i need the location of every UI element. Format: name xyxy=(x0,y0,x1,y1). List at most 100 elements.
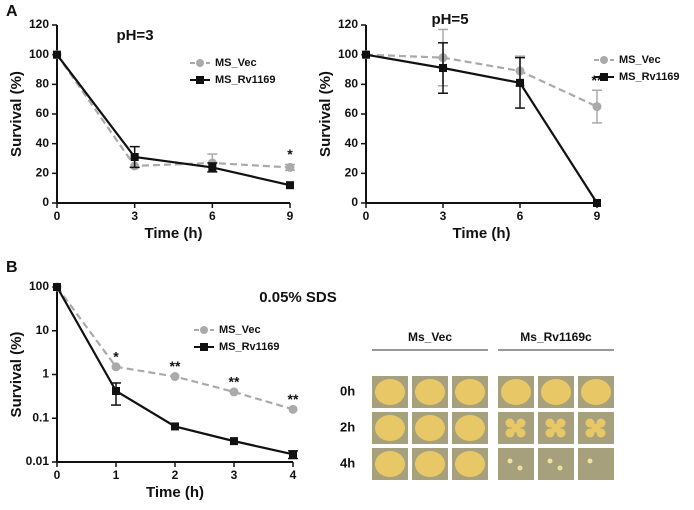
y-tick-label: 100 xyxy=(338,47,358,61)
colony xyxy=(455,379,485,405)
y-tick-label: 80 xyxy=(345,77,359,91)
colony xyxy=(545,428,555,438)
colony xyxy=(415,451,445,477)
legend-label: MS_Rv1169 xyxy=(215,74,276,86)
x-tick-label: 0 xyxy=(54,209,61,223)
colony xyxy=(507,458,513,464)
y-tick-label: 60 xyxy=(345,106,359,120)
colony xyxy=(501,379,531,405)
colony xyxy=(455,451,485,477)
marker xyxy=(53,50,61,59)
y-tick-label: 10 xyxy=(36,323,50,337)
marker xyxy=(362,50,370,59)
x-axis-label: Time (h) xyxy=(144,225,202,242)
marker xyxy=(229,387,239,397)
y-tick-label: 100 xyxy=(29,279,49,293)
y-tick-label: 60 xyxy=(36,106,50,120)
colony xyxy=(415,379,445,405)
y-axis-label: Survival (%) xyxy=(8,332,25,418)
marker xyxy=(170,372,180,382)
colony xyxy=(581,379,611,405)
series-line xyxy=(365,53,598,204)
y-axis-label: Survival (%) xyxy=(317,71,334,157)
legend-marker xyxy=(200,326,208,334)
row-label: 4h xyxy=(340,455,355,470)
colony xyxy=(505,418,515,428)
marker xyxy=(288,404,298,414)
marker xyxy=(286,181,294,190)
y-tick-label: 80 xyxy=(36,77,50,91)
annotation: ** xyxy=(229,374,240,390)
colony xyxy=(415,415,445,441)
x-tick-label: 4 xyxy=(290,468,297,482)
x-tick-label: 0 xyxy=(363,209,370,223)
row-label: 0h xyxy=(340,383,355,398)
row-label: 2h xyxy=(340,419,355,434)
colony xyxy=(375,379,405,405)
x-tick-label: 2 xyxy=(172,468,179,482)
marker xyxy=(130,153,139,162)
annotation: ** xyxy=(592,72,603,88)
legend-marker xyxy=(600,56,608,64)
plate-cell xyxy=(538,448,574,480)
colony xyxy=(375,451,405,477)
x-tick-label: 9 xyxy=(287,209,294,223)
marker xyxy=(439,64,447,73)
chart-title: pH=5 xyxy=(431,11,468,28)
y-tick-label: 0 xyxy=(351,195,358,209)
colony xyxy=(505,428,515,438)
legend-label: MS_Vec xyxy=(215,57,257,69)
colony xyxy=(517,465,523,471)
x-axis-label: Time (h) xyxy=(452,225,510,242)
x-tick-label: 9 xyxy=(594,209,601,223)
colony xyxy=(585,428,595,438)
colony xyxy=(511,423,521,433)
marker xyxy=(171,422,179,431)
x-tick-label: 6 xyxy=(517,209,524,223)
marker xyxy=(516,78,524,87)
colony xyxy=(455,415,485,441)
panel-label: B xyxy=(6,259,18,276)
y-tick-label: 0.01 xyxy=(26,454,50,468)
marker xyxy=(112,386,120,395)
colony xyxy=(591,423,601,433)
x-tick-label: 3 xyxy=(231,468,238,482)
x-tick-label: 6 xyxy=(209,209,216,223)
x-tick-label: 1 xyxy=(113,468,120,482)
y-tick-label: 0.1 xyxy=(32,410,49,424)
annotation: * xyxy=(113,348,119,364)
colony xyxy=(545,418,555,428)
colony xyxy=(547,458,553,464)
marker xyxy=(592,102,602,112)
annotation: ** xyxy=(288,391,299,407)
legend-label: MS_Vec xyxy=(219,324,261,336)
series-line xyxy=(56,54,291,169)
marker xyxy=(111,362,121,372)
group-label: Ms_Vec xyxy=(408,330,452,344)
marker xyxy=(289,450,297,459)
plate-cell xyxy=(498,448,534,480)
marker xyxy=(593,199,601,207)
x-axis-label: Time (h) xyxy=(146,484,204,501)
y-tick-label: 120 xyxy=(29,17,49,31)
y-axis-label: Survival (%) xyxy=(8,71,25,157)
series-line xyxy=(365,53,598,108)
legend-marker xyxy=(600,73,608,81)
legend-marker xyxy=(196,59,204,67)
y-tick-label: 40 xyxy=(345,136,359,150)
legend-label: MS_Vec xyxy=(619,54,661,66)
x-tick-label: 3 xyxy=(131,209,138,223)
y-tick-label: 120 xyxy=(338,17,358,31)
y-tick-label: 1 xyxy=(42,367,49,381)
colony xyxy=(585,418,595,428)
colony xyxy=(557,465,563,471)
marker xyxy=(285,162,295,172)
plate-cell xyxy=(578,448,614,480)
legend-label: MS_Rv1169 xyxy=(619,71,680,83)
x-tick-label: 0 xyxy=(54,468,61,482)
marker xyxy=(53,283,61,291)
legend-marker xyxy=(200,343,208,351)
y-tick-label: 100 xyxy=(29,47,49,61)
y-tick-label: 40 xyxy=(36,136,50,150)
